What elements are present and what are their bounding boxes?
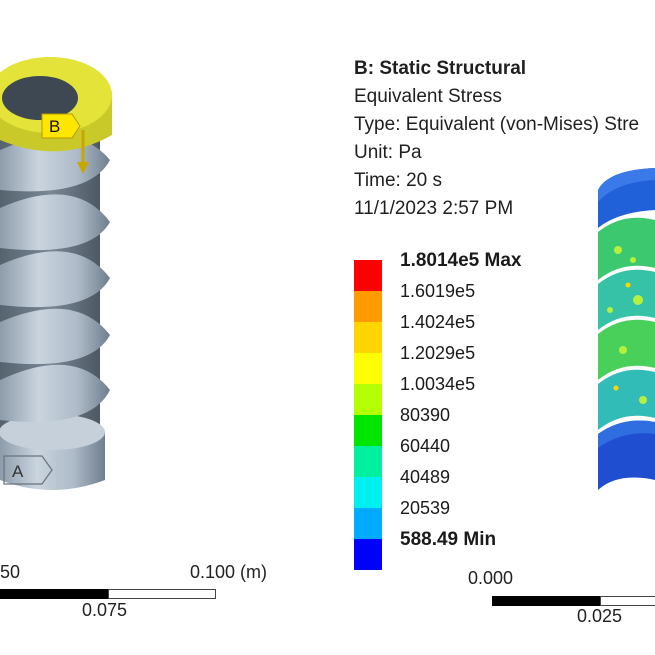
scale-bar-white <box>108 589 216 599</box>
legend-swatch <box>354 446 382 477</box>
legend-swatch <box>354 322 382 353</box>
legend-swatch <box>354 260 382 291</box>
load-arrow-head <box>77 162 89 174</box>
support-label-a: A <box>12 462 24 481</box>
contour-base-face <box>598 420 655 448</box>
base-top-face <box>0 414 105 450</box>
right-scale-bar-white <box>600 596 655 606</box>
legend-label: 1.4024e5 <box>400 312 476 332</box>
legend-label: 1.6019e5 <box>400 281 476 301</box>
scale-label-right: 0.100 (m) <box>190 562 268 582</box>
legend-label: 20539 <box>400 498 451 518</box>
analysis-title: B: Static Structural <box>354 58 527 79</box>
legend-label: 80390 <box>400 405 451 425</box>
legend-swatch <box>354 291 382 322</box>
right-scale-label-left: 0.000 <box>468 568 514 588</box>
coil-2 <box>0 194 110 251</box>
right-scale-bar-black <box>492 596 600 606</box>
contour-coil-2 <box>598 269 655 330</box>
stress-contour-model[interactable] <box>598 150 655 510</box>
right-scale-label-mid: 0.025 <box>577 606 623 626</box>
result-type: Type: Equivalent (von-Mises) Stre <box>354 114 640 135</box>
legend-swatch <box>354 415 382 446</box>
legend-swatch <box>354 384 382 415</box>
coil-5 <box>0 364 110 422</box>
scale-bar-black <box>0 589 108 599</box>
result-date: 11/1/2023 2:57 PM <box>354 198 514 219</box>
spring-model-geometry[interactable]: B A <box>0 0 330 560</box>
support-marker-a[interactable] <box>3 455 53 485</box>
scale-label-left: 50 <box>0 562 21 582</box>
load-marker-b[interactable] <box>41 113 81 139</box>
result-name: Equivalent Stress <box>354 86 502 107</box>
legend-label: 588.49 Min <box>400 529 497 550</box>
legend-label: 1.2029e5 <box>400 343 476 363</box>
legend-swatch <box>354 353 382 384</box>
contour-top-face <box>598 168 655 202</box>
load-label-b: B <box>49 117 60 136</box>
legend-swatch <box>354 539 382 570</box>
coil-4 <box>0 308 110 365</box>
model-view-left[interactable]: B A 50 0.100 (m) 0.075 <box>0 0 330 655</box>
contour-coil-1 <box>598 217 655 280</box>
legend-swatch <box>354 477 382 508</box>
legend-label: 60440 <box>400 436 451 456</box>
model-view-right[interactable]: B: Static Structural Equivalent Stress T… <box>330 0 655 655</box>
coil-3 <box>0 251 110 308</box>
result-unit: Unit: Pa <box>354 142 422 163</box>
contour-hotspots <box>607 246 647 404</box>
legend-label: 1.8014e5 Max <box>400 250 522 271</box>
legend-label: 1.0034e5 <box>400 374 476 394</box>
result-time: Time: 20 s <box>354 170 442 191</box>
legend-swatch <box>354 508 382 539</box>
scale-label-mid: 0.075 <box>82 600 128 620</box>
legend-label: 40489 <box>400 467 451 487</box>
top-ring-hole <box>2 76 78 120</box>
contour-peak-spots <box>613 282 631 391</box>
contour-coil-4 <box>598 369 655 430</box>
